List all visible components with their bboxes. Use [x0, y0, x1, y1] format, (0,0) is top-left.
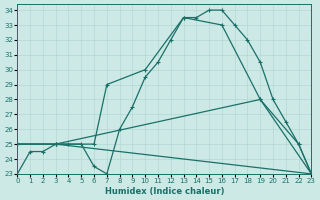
X-axis label: Humidex (Indice chaleur): Humidex (Indice chaleur) [105, 187, 224, 196]
